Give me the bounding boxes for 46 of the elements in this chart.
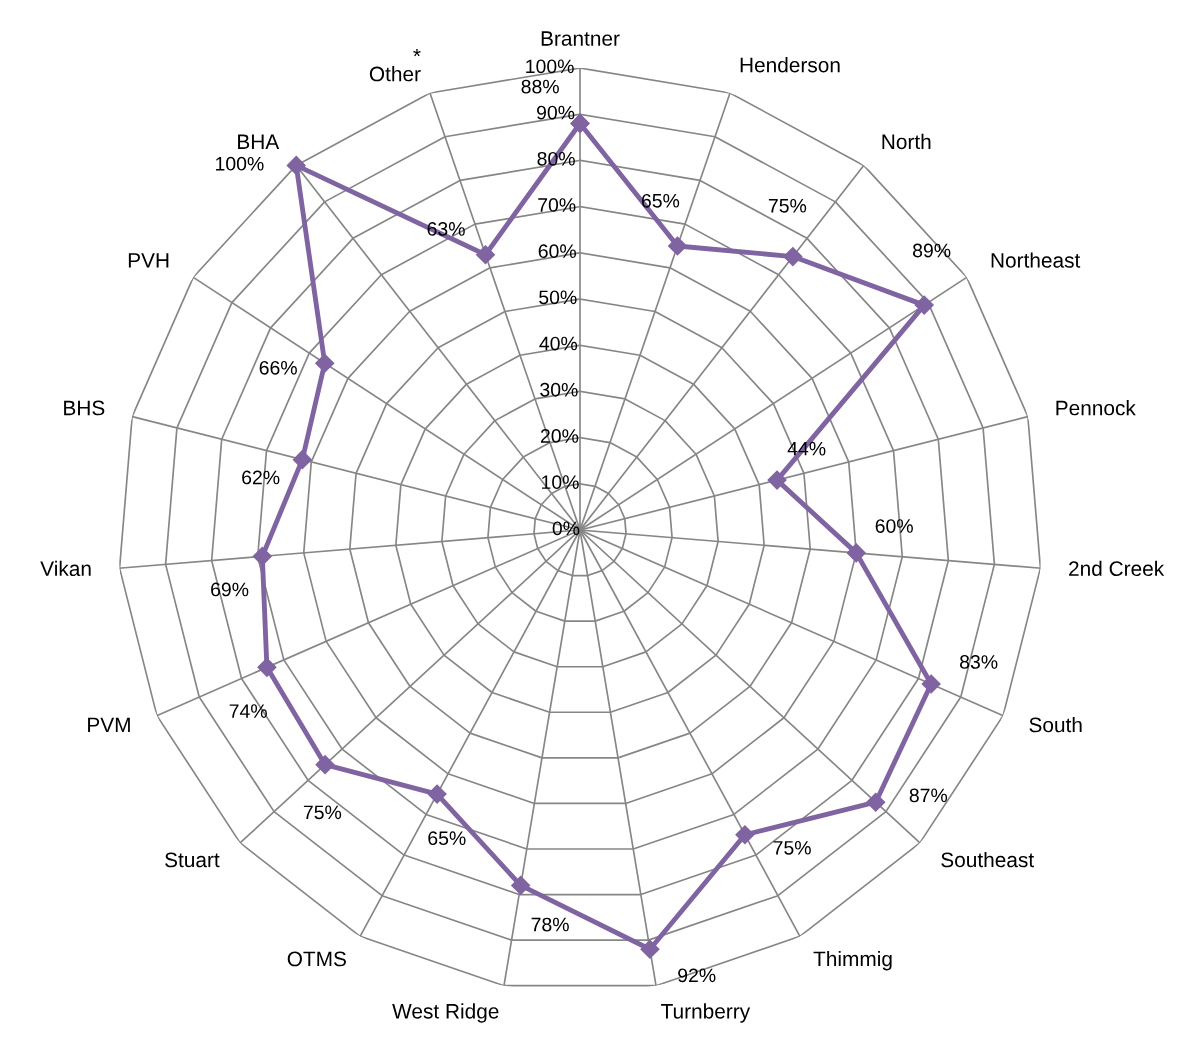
data-label: 66% [259,360,297,375]
data-label: 69% [211,582,249,597]
spoke-label: Stuart [165,852,220,868]
y-tick-label: 10% [542,475,579,490]
spoke-label: * Other [369,48,421,82]
spoke-label: 2nd Creek [1069,560,1165,577]
y-tick-label: 50% [539,290,577,305]
data-label: 83% [960,655,998,669]
y-tick-label: 70% [538,198,576,212]
spoke-label: BHA [238,134,280,149]
data-label: 88% [521,79,559,94]
spoke-label: PVH [128,253,169,268]
spoke-label: Turnberry [661,1003,751,1023]
data-label: 65% [428,831,466,846]
spoke-label: Thimmig [813,950,892,971]
data-label: 60% [875,519,913,533]
data-label: 78% [531,917,569,932]
data-label: 74% [229,704,267,718]
y-tick-label: 30% [540,382,578,397]
data-label: 75% [303,805,342,820]
spoke-label: OTMS [287,951,346,967]
data-label: 87% [909,788,948,803]
spoke-label: Henderson [740,57,840,73]
data-label: 89% [913,243,951,258]
spoke-label: Brantner [541,31,620,46]
spoke-label: Vikan [40,560,91,577]
y-tick-label: 0% [552,521,580,536]
spoke-label: South [1029,717,1082,733]
data-label: 100% [216,156,264,171]
spoke-label: PVM [88,717,130,733]
spoke-label: West Ridge [392,1003,499,1023]
data-label: 62% [242,470,280,485]
data-label: 92% [678,968,716,983]
y-tick-label: 100% [526,59,574,74]
spoke-label: Northeast [991,252,1081,268]
spoke-label: BHS [64,400,105,416]
y-tick-label: 40% [539,336,578,351]
data-label: 75% [768,198,807,213]
data-label: 75% [773,841,811,855]
y-tick-label: 20% [540,429,579,443]
spoke-label: North [882,133,931,150]
y-tick-label: 90% [537,105,575,120]
y-tick-label: 60% [538,244,576,259]
data-label: 65% [641,193,680,208]
spoke-label: Southeast [941,851,1034,868]
spoke-label: Pennock [1056,400,1136,416]
